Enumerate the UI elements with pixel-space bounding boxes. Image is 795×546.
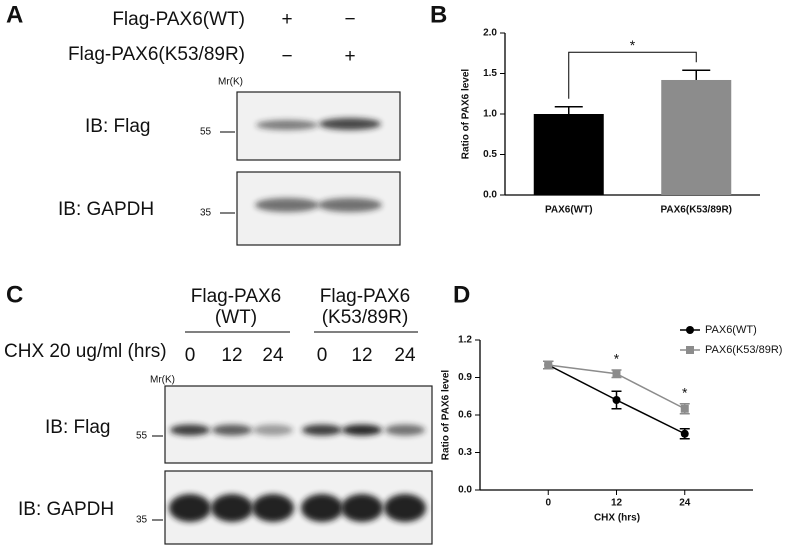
time-point: 24 [394,345,416,366]
band [318,198,382,212]
panel-label: C [6,281,23,308]
group-label: (K53/89R) [322,307,409,328]
time-label: CHX 20 ug/ml (hrs) [4,341,167,362]
point [612,369,621,378]
band [169,494,211,522]
lane-sign: − [281,46,292,67]
legend-marker [686,346,694,354]
time-point: 12 [221,345,242,366]
bar [533,114,604,195]
x-tick-label: 24 [679,498,691,509]
point [612,396,621,404]
group-label: Flag-PAX6 [320,286,410,307]
band [253,424,293,436]
lane-sign: − [344,9,355,30]
y-tick-label: 2.0 [483,28,497,39]
bar [661,79,732,195]
point [680,404,689,413]
band [302,424,342,436]
band [211,494,253,522]
significance: * [630,37,636,53]
blot-label: IB: Flag [85,116,150,137]
band [319,118,381,130]
y-tick-label: 1.2 [458,335,472,346]
y-tick-label: 0.6 [458,410,472,421]
blot-label: IB: GAPDH [18,499,114,520]
x-axis-label: CHX (hrs) [594,513,640,524]
legend-marker [686,326,694,334]
significance-bracket [568,51,697,99]
y-tick-label: 0.3 [458,447,472,458]
blot-label: IB: Flag [45,417,110,438]
row-label: Flag-PAX6(K53/89R) [68,44,245,65]
band [256,120,318,130]
marker-label: 35 [200,208,212,219]
x-tick-label: 0 [545,498,551,509]
x-tick-label: PAX6(WT) [545,205,593,216]
blot [164,385,433,464]
point [544,361,553,369]
legend-label: PAX6(WT) [705,324,757,336]
y-tick-label: 0.0 [483,190,497,201]
y-tick-label: 0.9 [458,372,472,383]
lane-sign: + [344,46,355,67]
time-point: 24 [262,345,284,366]
band [252,494,294,522]
y-tick-label: 1.0 [483,109,497,120]
band [341,494,383,522]
y-tick-label: 1.5 [483,68,497,79]
marker-label: 55 [136,431,148,442]
band [170,424,210,436]
legend-label: PAX6(K53/89R) [705,344,782,356]
band [255,198,319,212]
significance: * [682,384,688,400]
point [680,429,689,438]
time-point: 12 [351,345,372,366]
band [385,424,425,436]
y-axis-label: Ratio of PAX6 level [441,370,452,461]
x-tick-label: 12 [611,498,623,509]
blot-label: IB: GAPDH [58,199,154,220]
group-label: (WT) [215,307,257,328]
time-point: 0 [317,345,328,366]
panel-label: A [6,1,23,28]
marker-label: 35 [136,515,148,526]
band [301,494,343,522]
band [212,424,252,436]
mr-label: Mr(K) [218,77,243,88]
significance: * [614,351,620,367]
row-label: Flag-PAX6(WT) [112,9,245,30]
marker-label: 55 [200,127,212,138]
band [342,424,382,436]
y-tick-label: 0.0 [458,485,472,496]
y-axis-label: Ratio of PAX6 level [461,69,472,160]
panel-label: B [430,1,447,28]
x-tick-label: PAX6(K53/89R) [660,205,732,216]
group-label: Flag-PAX6 [191,286,281,307]
band [384,494,426,522]
panel-label: D [453,281,470,308]
y-tick-label: 0.5 [483,149,497,160]
time-point: 0 [185,345,196,366]
lane-sign: + [281,9,292,30]
mr-label: Mr(K) [150,375,175,386]
